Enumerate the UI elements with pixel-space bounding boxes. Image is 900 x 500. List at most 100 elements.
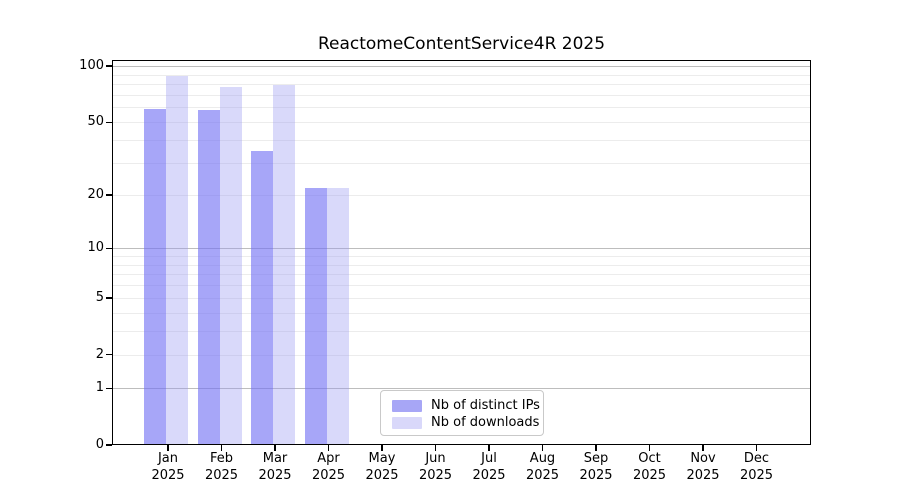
x-tick-mark: [434, 445, 437, 451]
x-tick-year: 2025: [365, 467, 399, 483]
bar-light-apr: [326, 187, 349, 445]
x-tick-label-apr: Apr 2025: [302, 451, 356, 484]
x-tick-label-sep: Sep 2025: [569, 451, 623, 484]
gridline-minor: [112, 107, 811, 109]
x-tick-mark: [381, 445, 383, 451]
y-tick-label: 20: [87, 187, 104, 202]
gridline-minor: [112, 331, 811, 333]
gridline-minor: [112, 163, 811, 164]
x-tick-year: 2025: [151, 467, 185, 483]
y-tick-mark: [106, 194, 112, 196]
plot-area: [112, 60, 811, 445]
gridline-minor: [112, 354, 811, 356]
x-tick-label-dec: Dec 2025: [730, 451, 784, 484]
gridline-minor: [112, 195, 811, 196]
x-tick-label-may: May 2025: [355, 451, 409, 484]
x-tick-month: Oct: [638, 451, 661, 466]
gridline-minor: [112, 264, 811, 266]
chart-title: ReactomeContentService4R 2025: [317, 34, 606, 54]
x-tick-month: Apr: [317, 451, 340, 466]
y-tick-mark: [106, 387, 112, 389]
x-tick-mark: [274, 445, 276, 451]
gridline-minor: [112, 74, 811, 76]
y-tick-label: 10: [87, 240, 104, 256]
x-tick-label-feb: Feb 2025: [195, 451, 249, 484]
x-tick-month: Feb: [209, 451, 234, 466]
gridline-minor: [112, 84, 811, 86]
y-tick-label: 0: [95, 437, 104, 452]
x-tick-label-jan: Jan 2025: [141, 451, 195, 484]
x-tick-label-jul: Jul 2025: [462, 451, 516, 484]
x-tick-mark: [488, 445, 490, 451]
legend-label-downloads: Nb of downloads: [431, 415, 540, 430]
x-tick-month: Aug: [529, 451, 556, 466]
bar-dark-feb: [197, 110, 220, 445]
x-tick-label-nov: Nov 2025: [676, 451, 730, 484]
y-tick-label: 5: [95, 289, 104, 305]
y-tick-mark: [106, 65, 112, 67]
gridline-major: [112, 388, 811, 390]
x-tick-year: 2025: [632, 467, 667, 483]
x-tick-mark: [648, 445, 651, 451]
x-tick-month: Jan: [157, 451, 179, 466]
legend-label-distinct-ips: Nb of distinct IPs: [431, 398, 540, 413]
y-tick-mark: [106, 354, 112, 356]
legend-entry-downloads: Nb of downloads: [392, 416, 543, 429]
legend-swatch-distinct-ips-icon: [392, 399, 422, 412]
gridline-minor: [112, 255, 811, 257]
bar-dark-apr: [304, 187, 327, 445]
x-tick-year: 2025: [418, 467, 453, 483]
gridline-minor: [112, 94, 811, 96]
legend-box: Nb of distinct IPs Nb of downloads: [380, 390, 544, 436]
bar-dark-jan: [144, 108, 166, 445]
x-tick-month: Mar: [262, 451, 288, 466]
bar-dark-mar: [251, 150, 273, 445]
x-tick-year: 2025: [258, 467, 292, 483]
gridline-minor: [112, 285, 811, 287]
gridline-major: [112, 248, 811, 250]
x-tick-mark: [167, 445, 169, 451]
y-tick-mark: [106, 247, 112, 249]
x-tick-month: Jun: [425, 451, 446, 466]
gridline-minor: [112, 274, 811, 276]
x-tick-year: 2025: [311, 467, 346, 483]
x-tick-mark: [220, 445, 223, 451]
y-tick-label: 2: [95, 346, 104, 362]
x-tick-month: Dec: [743, 451, 770, 466]
x-tick-mark: [595, 445, 597, 451]
y-tick-label: 100: [79, 58, 104, 73]
gridline-minor: [112, 297, 811, 299]
x-tick-mark: [327, 445, 330, 451]
x-tick-year: 2025: [739, 467, 774, 483]
x-tick-month: May: [368, 451, 396, 466]
x-tick-month: Nov: [690, 451, 716, 466]
x-tick-mark: [755, 445, 758, 451]
x-tick-label-mar: Mar 2025: [248, 451, 302, 484]
x-tick-mark: [702, 445, 704, 451]
y-tick-label: 1: [95, 380, 104, 396]
y-tick-mark: [106, 297, 112, 299]
legend-entry-distinct-ips: Nb of distinct IPs: [392, 399, 543, 412]
bar-light-feb: [219, 87, 242, 445]
x-tick-month: Sep: [583, 451, 609, 466]
y-tick-label: 50: [87, 114, 104, 130]
x-tick-year: 2025: [525, 467, 560, 483]
bar-light-mar: [273, 85, 295, 445]
gridline-minor: [112, 140, 811, 141]
x-tick-month: Jul: [481, 451, 497, 466]
x-tick-label-aug: Aug 2025: [516, 451, 570, 484]
x-tick-label-oct: Oct 2025: [623, 451, 677, 484]
gridline-minor: [112, 122, 811, 124]
x-tick-year: 2025: [686, 467, 720, 483]
x-tick-label-jun: Jun 2025: [409, 451, 463, 484]
x-tick-year: 2025: [579, 467, 613, 483]
gridline-minor: [112, 312, 811, 314]
legend-swatch-downloads-icon: [392, 416, 422, 429]
y-tick-mark: [106, 121, 112, 123]
bar-light-jan: [166, 76, 188, 445]
x-tick-year: 2025: [472, 467, 506, 483]
x-tick-year: 2025: [204, 467, 239, 483]
x-tick-mark: [541, 445, 544, 451]
gridline-major: [112, 66, 811, 67]
